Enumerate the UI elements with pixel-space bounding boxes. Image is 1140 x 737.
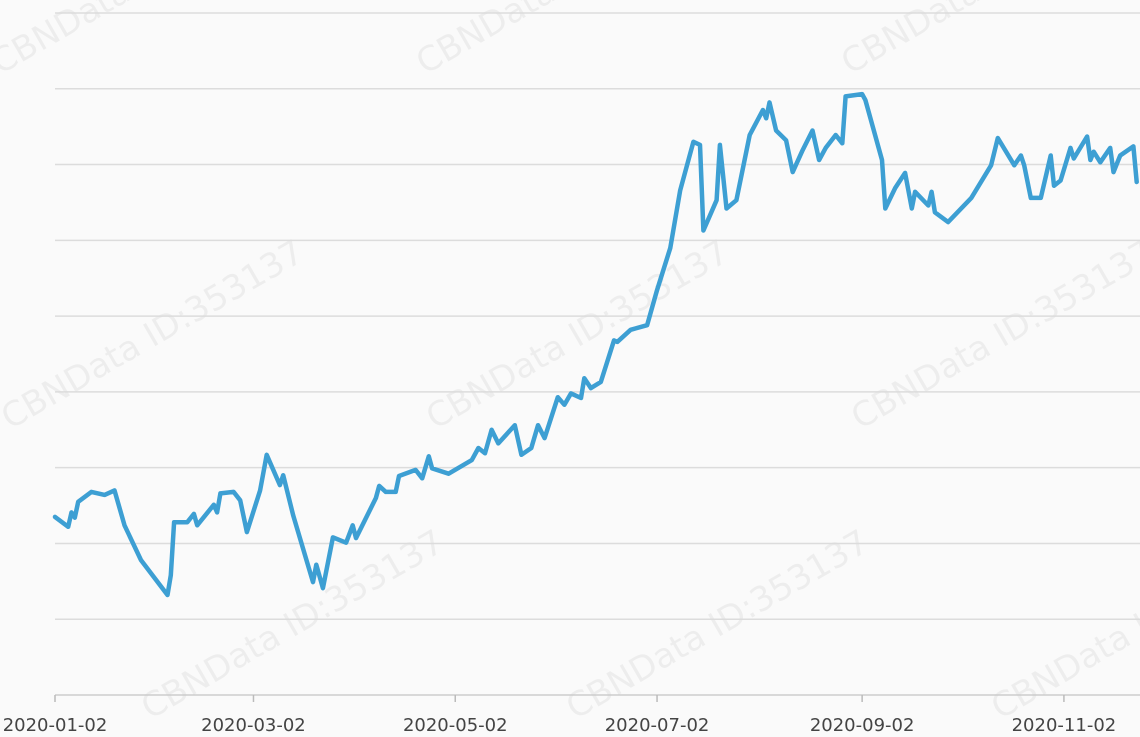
lines <box>52 91 1139 598</box>
watermark: CBNData ID:353137 <box>135 522 451 728</box>
x-tick-label: 2020-01-02 <box>3 715 108 736</box>
x-tick-label: 2020-09-02 <box>810 715 915 736</box>
grid <box>55 12 1140 620</box>
x-tick-label: 2020-07-02 <box>605 715 710 736</box>
watermark: CBNData ID:353137 <box>0 232 311 438</box>
x-axis: 2020-01-02 2020-03-02 2020-05-02 2020-07-02… <box>3 694 1140 736</box>
line-series <box>52 91 1139 598</box>
x-tick-label: 2020-05-02 <box>403 715 508 736</box>
watermark: CBNData ID:353137 <box>560 522 876 728</box>
x-tick-label: 2020-03-02 <box>201 715 306 736</box>
x-tick-label: 2020-11-02 <box>1012 715 1117 736</box>
watermark: CBNData ID:353137 <box>985 522 1140 728</box>
watermark: CBNData ID:353137 <box>420 232 736 438</box>
watermark: CBNData ID:353137 <box>845 232 1140 438</box>
